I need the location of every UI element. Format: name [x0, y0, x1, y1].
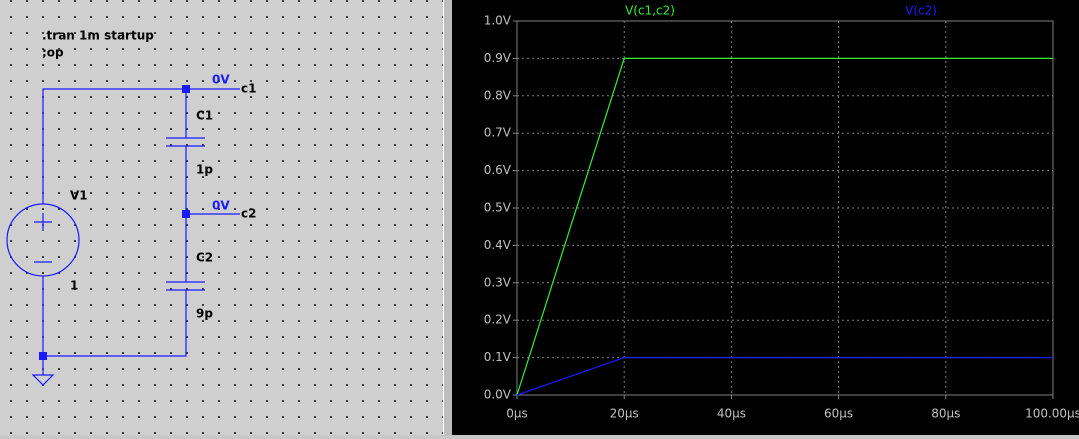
- y-tick-label: 0.0V: [484, 388, 512, 402]
- y-tick-label: 0.5V: [484, 201, 512, 215]
- x-tick-label: 0µs: [506, 407, 528, 421]
- legend-entry: V(c2): [905, 4, 937, 18]
- schematic-pane: .tran 1m startup ;op V1 1 C1 1p C2 9p 0V…: [0, 0, 443, 435]
- y-tick-label: 0.2V: [484, 313, 512, 327]
- component-value: 9p: [196, 307, 213, 321]
- x-tick-label: 20µs: [610, 407, 639, 421]
- component-name: C2: [196, 251, 213, 265]
- legend-entry: V(c1,c2): [625, 4, 675, 18]
- y-tick-label: 0.9V: [484, 51, 512, 65]
- net-label: c1: [241, 82, 256, 96]
- schematic: .tran 1m startup ;op V1 1 C1 1p C2 9p 0V…: [6, 29, 256, 386]
- directive: .tran 1m startup: [42, 29, 154, 43]
- splitter: [443, 0, 452, 435]
- wires: [6, 85, 240, 386]
- x-tick-label: 40µs: [717, 407, 746, 421]
- component-name: V1: [70, 189, 88, 203]
- trace: [516, 357, 1053, 396]
- x-tick-label: 100.00µs: [1025, 407, 1079, 421]
- component-value: 1p: [196, 163, 213, 177]
- net-voltage: 0V: [212, 199, 230, 213]
- y-tick-label: 0.8V: [484, 88, 512, 102]
- waveform-chart: 0.0V 0.1V 0.2V 0.3V 0.4V 0.5V 0.6V 0.7V 0.8V 0.9V…: [452, 0, 1079, 435]
- trace: [516, 57, 1053, 396]
- x-tick-label: 60µs: [824, 407, 853, 421]
- y-tick-label: 0.7V: [484, 126, 512, 140]
- component-value: 1: [70, 279, 78, 293]
- y-tick-label: 0.3V: [484, 275, 512, 289]
- y-tick-label: 0.1V: [484, 350, 512, 364]
- net-label: c2: [241, 207, 256, 221]
- y-tick-label: 1.0V: [484, 14, 512, 28]
- component-name: C1: [196, 109, 213, 123]
- y-tick-label: 0.4V: [484, 238, 512, 252]
- net-voltage: 0V: [212, 73, 230, 87]
- directive: ;op: [42, 46, 64, 60]
- y-tick-label: 0.6V: [484, 163, 512, 177]
- x-tick-label: 80µs: [931, 407, 960, 421]
